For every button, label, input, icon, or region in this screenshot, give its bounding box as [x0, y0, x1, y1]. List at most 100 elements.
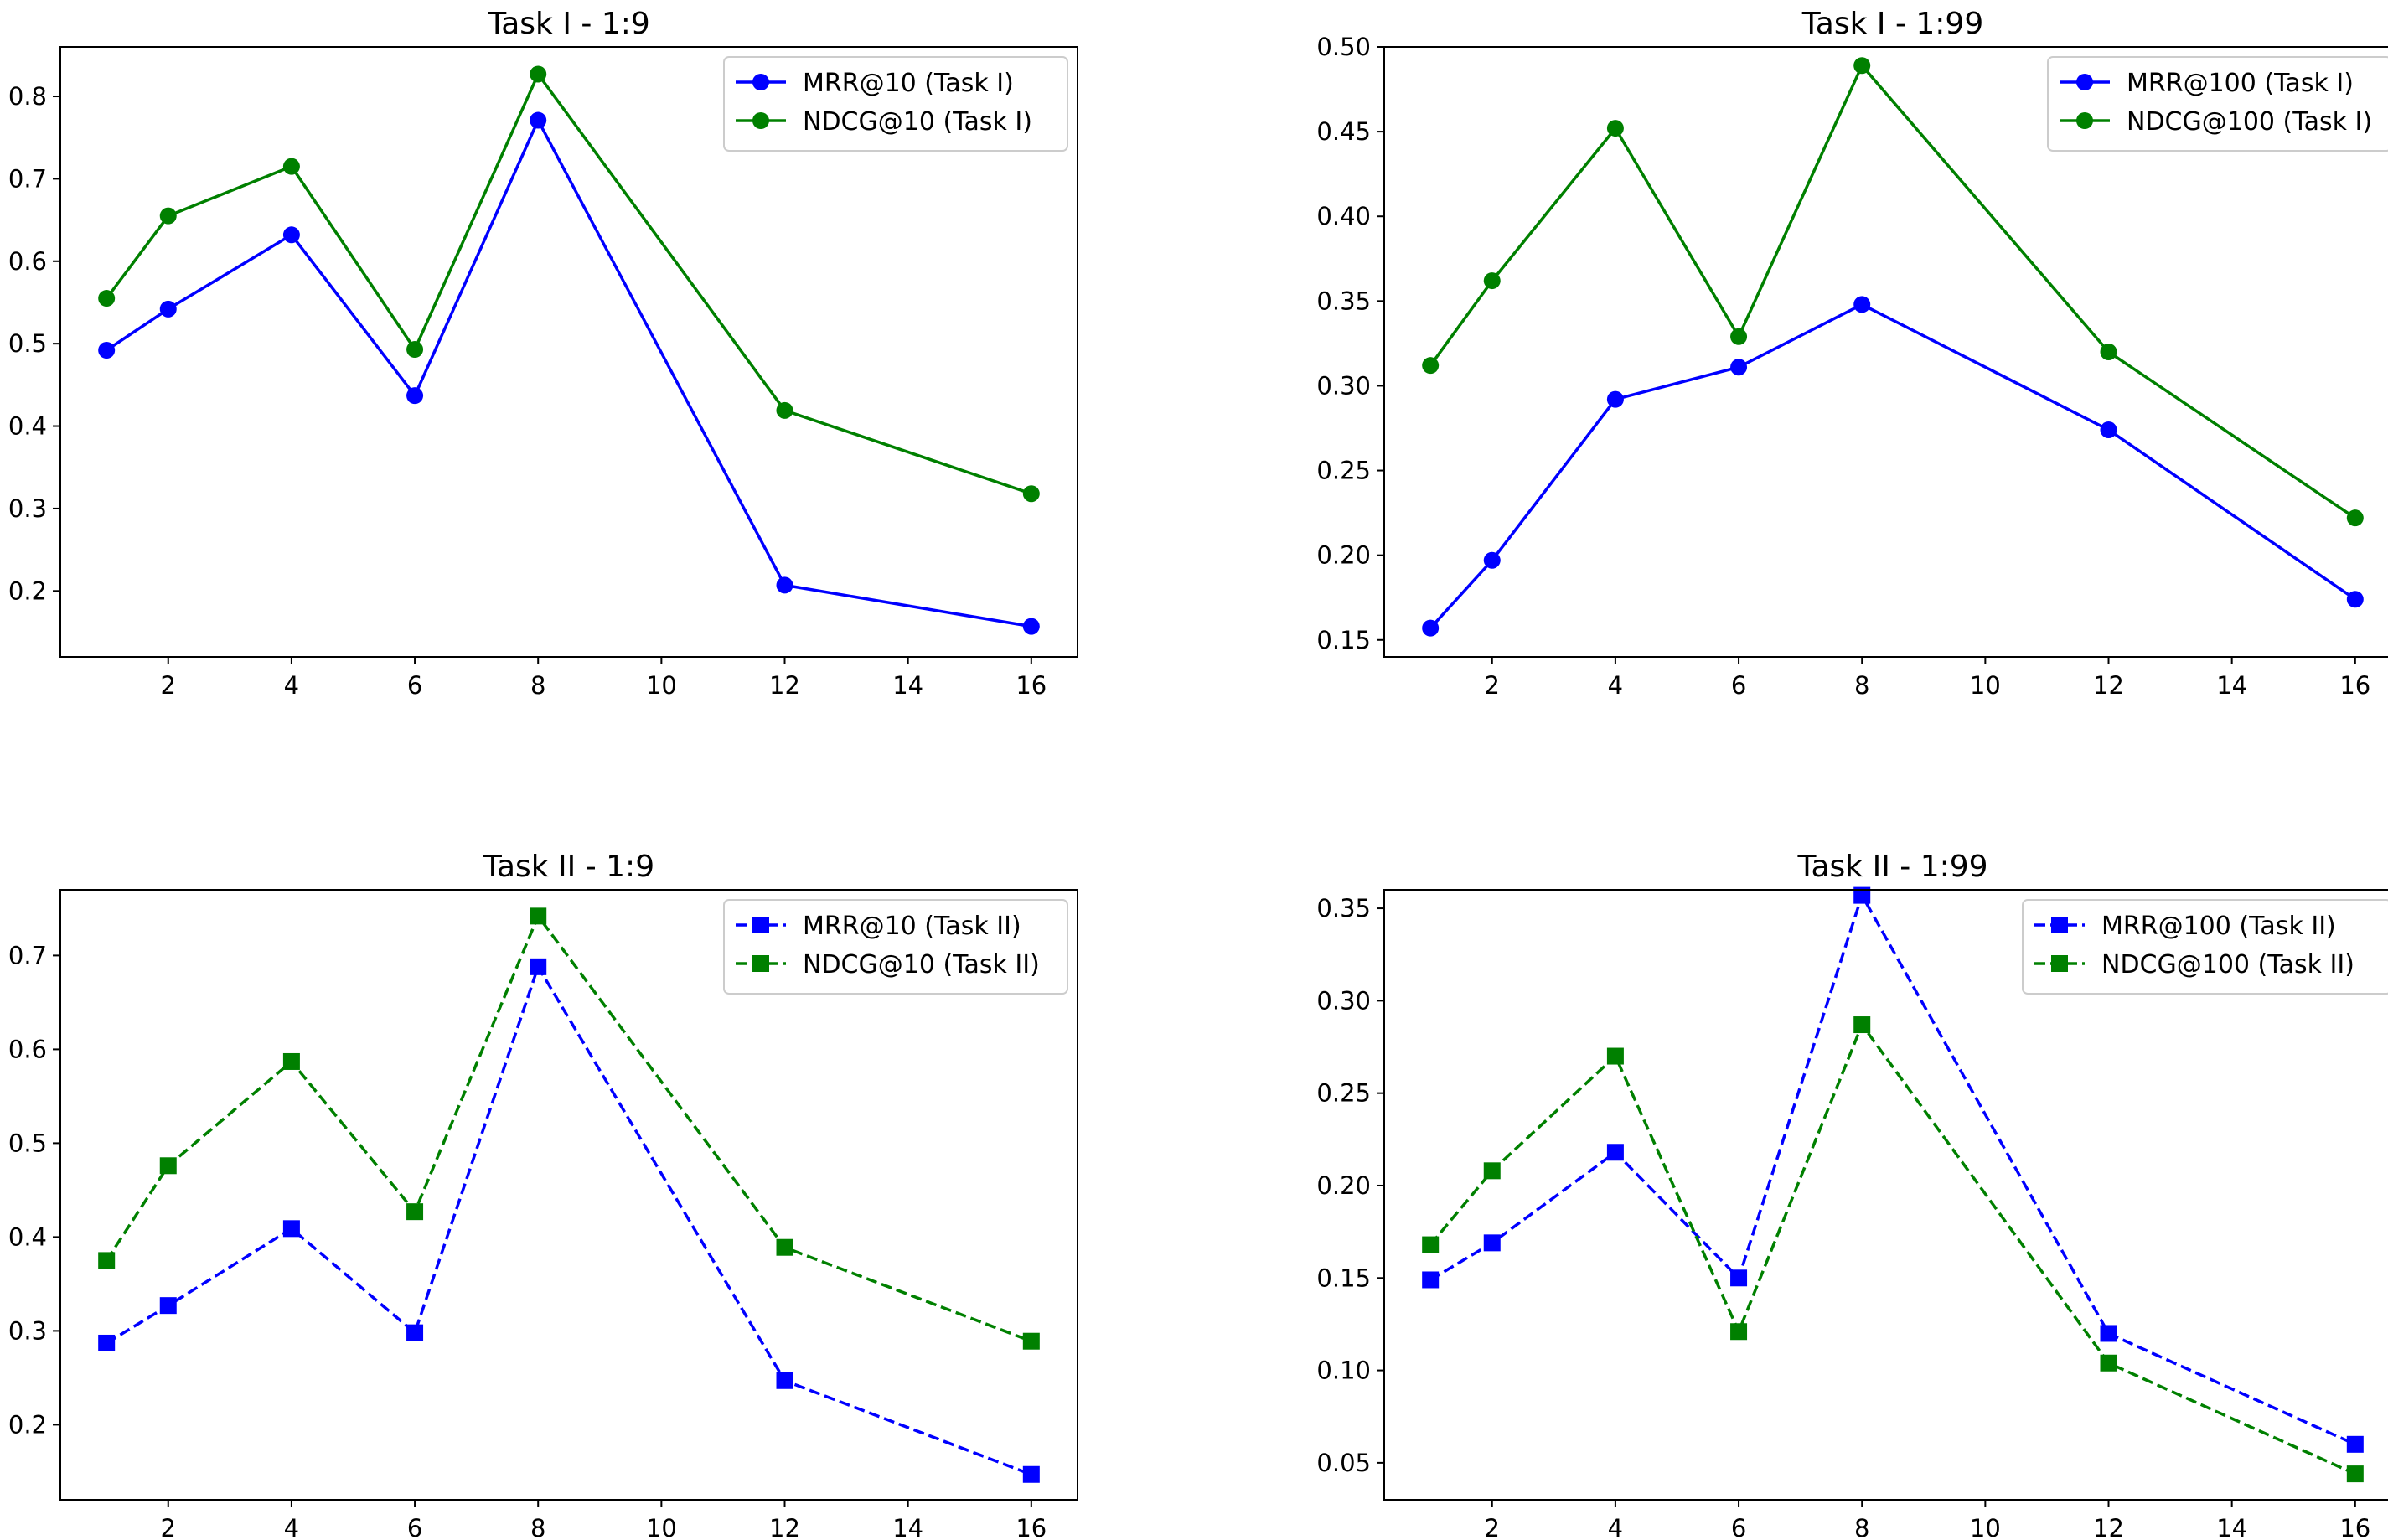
x-tick-label: 8 — [1854, 1514, 1869, 1540]
legend-marker-mrr-100-task-ii — [2051, 917, 2068, 933]
plot-frame — [1383, 889, 2388, 1501]
y-tick-label: 0.6 — [8, 247, 47, 276]
legend-box — [723, 56, 1068, 152]
x-tick-label: 14 — [892, 1514, 923, 1540]
plot-frame — [59, 889, 1078, 1501]
legend-label-mrr-100-task-ii: MRR@100 (Task II) — [2101, 912, 2336, 941]
data-point-mrr-100-task-i-8 — [1853, 296, 1871, 313]
y-tick-label: 0.35 — [1316, 894, 1371, 922]
x-tick-label: 14 — [2216, 1514, 2247, 1540]
chart-title: Task I - 1:9 — [487, 7, 650, 41]
data-point-mrr-100-task-ii-1 — [1422, 1271, 1440, 1289]
y-tick-label: 0.3 — [8, 1316, 47, 1345]
legend-label-mrr-100-task-i: MRR@100 (Task I) — [2127, 69, 2354, 98]
legend-label-ndcg-10-task-i: NDCG@10 (Task I) — [803, 107, 1032, 137]
chart-title: Task II - 1:99 — [1796, 850, 1987, 884]
data-point-mrr-100-task-ii-8 — [1853, 886, 1871, 904]
data-point-mrr-10-task-i-1 — [98, 342, 116, 359]
y-tick-label: 0.7 — [8, 941, 47, 969]
series-line-mrr-10-task-i — [106, 118, 1032, 628]
x-tick-label: 10 — [646, 671, 677, 700]
data-point-ndcg-100-task-ii-6 — [1730, 1323, 1748, 1341]
data-point-mrr-10-task-i-6 — [406, 387, 424, 405]
x-tick-label: 4 — [284, 671, 299, 700]
legend-label-mrr-10-task-i: MRR@10 (Task I) — [803, 69, 1014, 98]
y-tick-label: 0.20 — [1316, 541, 1371, 570]
data-point-ndcg-100-task-i-16 — [2346, 509, 2364, 527]
legend-label-ndcg-100-task-i: NDCG@100 (Task I) — [2127, 107, 2372, 137]
data-point-mrr-100-task-ii-6 — [1730, 1269, 1748, 1287]
data-point-mrr-10-task-i-2 — [159, 300, 177, 318]
data-point-ndcg-10-task-i-8 — [530, 65, 547, 83]
x-tick-label: 10 — [1970, 671, 2001, 700]
y-tick-label: 0.7 — [8, 164, 47, 193]
data-point-ndcg-10-task-i-16 — [1022, 485, 1040, 503]
data-point-ndcg-10-task-i-6 — [406, 341, 424, 359]
data-point-ndcg-100-task-i-1 — [1422, 357, 1440, 375]
legend-label-ndcg-100-task-ii: NDCG@100 (Task II) — [2101, 950, 2354, 979]
panel-task2-1-9: Task II - 1:9 2 4 6 8 10 12 14 16 0.2 0.3 0.4 0.5 0.6… — [8, 850, 1078, 1540]
y-tick-label: 0.2 — [8, 576, 47, 605]
y-tick-label: 0.10 — [1316, 1357, 1371, 1385]
data-point-mrr-10-task-ii-1 — [98, 1334, 116, 1351]
legend: MRR@100 (Task II) NDCG@100 (Task II) — [2022, 899, 2388, 995]
y-tick-label: 0.6 — [8, 1035, 47, 1063]
data-point-ndcg-100-task-i-2 — [1483, 272, 1501, 290]
data-point-mrr-100-task-i-4 — [1606, 390, 1624, 408]
y-tick-label: 0.15 — [1316, 1264, 1371, 1292]
x-tick-label: 4 — [284, 1514, 299, 1540]
data-point-mrr-10-task-i-8 — [530, 111, 547, 129]
y-tick-label: 0.5 — [8, 1129, 47, 1157]
x-tick-label: 2 — [1485, 671, 1500, 700]
x-tick-label: 8 — [1854, 671, 1869, 700]
data-point-ndcg-10-task-ii-16 — [1022, 1332, 1040, 1350]
panel-task2-1-99: Task II - 1:99 2 4 6 8 10 12 14 16 0.05 0.10 0.15 0.… — [1316, 850, 2388, 1540]
data-point-ndcg-10-task-i-12 — [776, 401, 793, 419]
legend: MRR@100 (Task I) NDCG@100 (Task I) — [2047, 56, 2388, 152]
x-tick-label: 14 — [892, 671, 923, 700]
data-point-ndcg-10-task-i-1 — [98, 290, 116, 307]
x-tick-label: 4 — [1608, 671, 1623, 700]
legend-box — [2047, 56, 2388, 152]
data-point-mrr-10-task-ii-2 — [159, 1297, 177, 1315]
legend: MRR@10 (Task I) NDCG@10 (Task I) — [723, 56, 1068, 152]
y-tick-label: 0.25 — [1316, 457, 1371, 485]
x-tick-label: 12 — [2093, 1514, 2124, 1540]
data-point-mrr-100-task-i-16 — [2346, 591, 2364, 608]
data-point-mrr-100-task-i-12 — [2100, 421, 2117, 439]
panel-task1-1-99: Task I - 1:99 2 4 6 8 10 12 14 16 0.15 0.20 0.25 0.3… — [1316, 7, 2388, 700]
x-tick-label: 2 — [161, 671, 176, 700]
y-tick-label: 0.20 — [1316, 1171, 1371, 1200]
panel-task1-1-9: Task I - 1:9 2 4 6 8 10 12 14 16 0.2 0.3 0.4 0.5 0.6 0… — [8, 7, 1078, 700]
y-tick-label: 0.4 — [8, 412, 47, 441]
legend-marker-ndcg-10-task-ii — [752, 955, 769, 972]
data-point-mrr-100-task-ii-12 — [2100, 1325, 2117, 1342]
x-tick-label: 16 — [1016, 1514, 1047, 1540]
data-point-mrr-10-task-ii-16 — [1022, 1465, 1040, 1483]
data-point-ndcg-100-task-i-4 — [1606, 120, 1624, 137]
data-point-mrr-10-task-i-4 — [282, 226, 300, 244]
data-point-mrr-100-task-i-6 — [1730, 359, 1748, 376]
legend-marker-mrr-10-task-i — [752, 74, 769, 90]
legend-label-ndcg-10-task-ii: NDCG@10 (Task II) — [803, 950, 1040, 979]
series-line-ndcg-100-task-ii — [1429, 1023, 2356, 1475]
data-point-ndcg-100-task-ii-16 — [2346, 1465, 2364, 1483]
data-point-ndcg-10-task-ii-8 — [530, 907, 547, 925]
legend-marker-ndcg-100-task-i — [2076, 112, 2093, 129]
x-tick-label: 2 — [161, 1514, 176, 1540]
x-tick-label: 16 — [1016, 671, 1047, 700]
data-point-mrr-100-task-ii-16 — [2346, 1435, 2364, 1453]
x-tick-label: 14 — [2216, 671, 2247, 700]
data-point-ndcg-100-task-ii-4 — [1606, 1047, 1624, 1065]
x-tick-label: 2 — [1485, 1514, 1500, 1540]
data-point-ndcg-100-task-ii-12 — [2100, 1354, 2117, 1372]
data-point-ndcg-100-task-ii-8 — [1853, 1016, 1871, 1034]
legend-label-mrr-10-task-ii: MRR@10 (Task II) — [803, 912, 1021, 941]
y-tick-label: 0.15 — [1316, 626, 1371, 654]
plot-frame — [59, 46, 1078, 658]
data-point-ndcg-10-task-ii-1 — [98, 1252, 116, 1269]
y-tick-label: 0.45 — [1316, 117, 1371, 146]
data-point-mrr-10-task-ii-8 — [530, 958, 547, 975]
data-point-mrr-10-task-ii-4 — [282, 1220, 300, 1238]
